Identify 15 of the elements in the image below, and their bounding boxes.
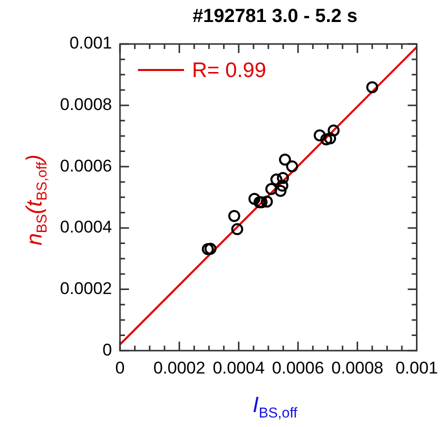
x-tick-label: 0.0002 xyxy=(153,358,206,378)
x-tick-label: 0.0006 xyxy=(272,358,324,378)
x-tick-label: 0.0008 xyxy=(331,358,384,378)
x-tick-label: 0 xyxy=(115,358,125,378)
y-tick-label: 0.0006 xyxy=(60,156,112,176)
legend-label: R= 0.99 xyxy=(192,58,266,82)
y-tick-label: 0.001 xyxy=(69,34,112,53)
y-tick-label: 0.0002 xyxy=(60,278,112,298)
y-tick-label: 0 xyxy=(102,340,112,360)
x-tick-label: 0.0004 xyxy=(212,358,265,378)
x-tick-label: 0.001 xyxy=(395,358,438,378)
y-tick-label: 0.0004 xyxy=(60,218,112,237)
x-axis-title: I$_{BS,off}$ xyxy=(252,392,298,422)
y-tick-label: 0.0008 xyxy=(60,95,112,114)
chart-title: #192781 3.0 - 5.2 s xyxy=(192,6,358,28)
